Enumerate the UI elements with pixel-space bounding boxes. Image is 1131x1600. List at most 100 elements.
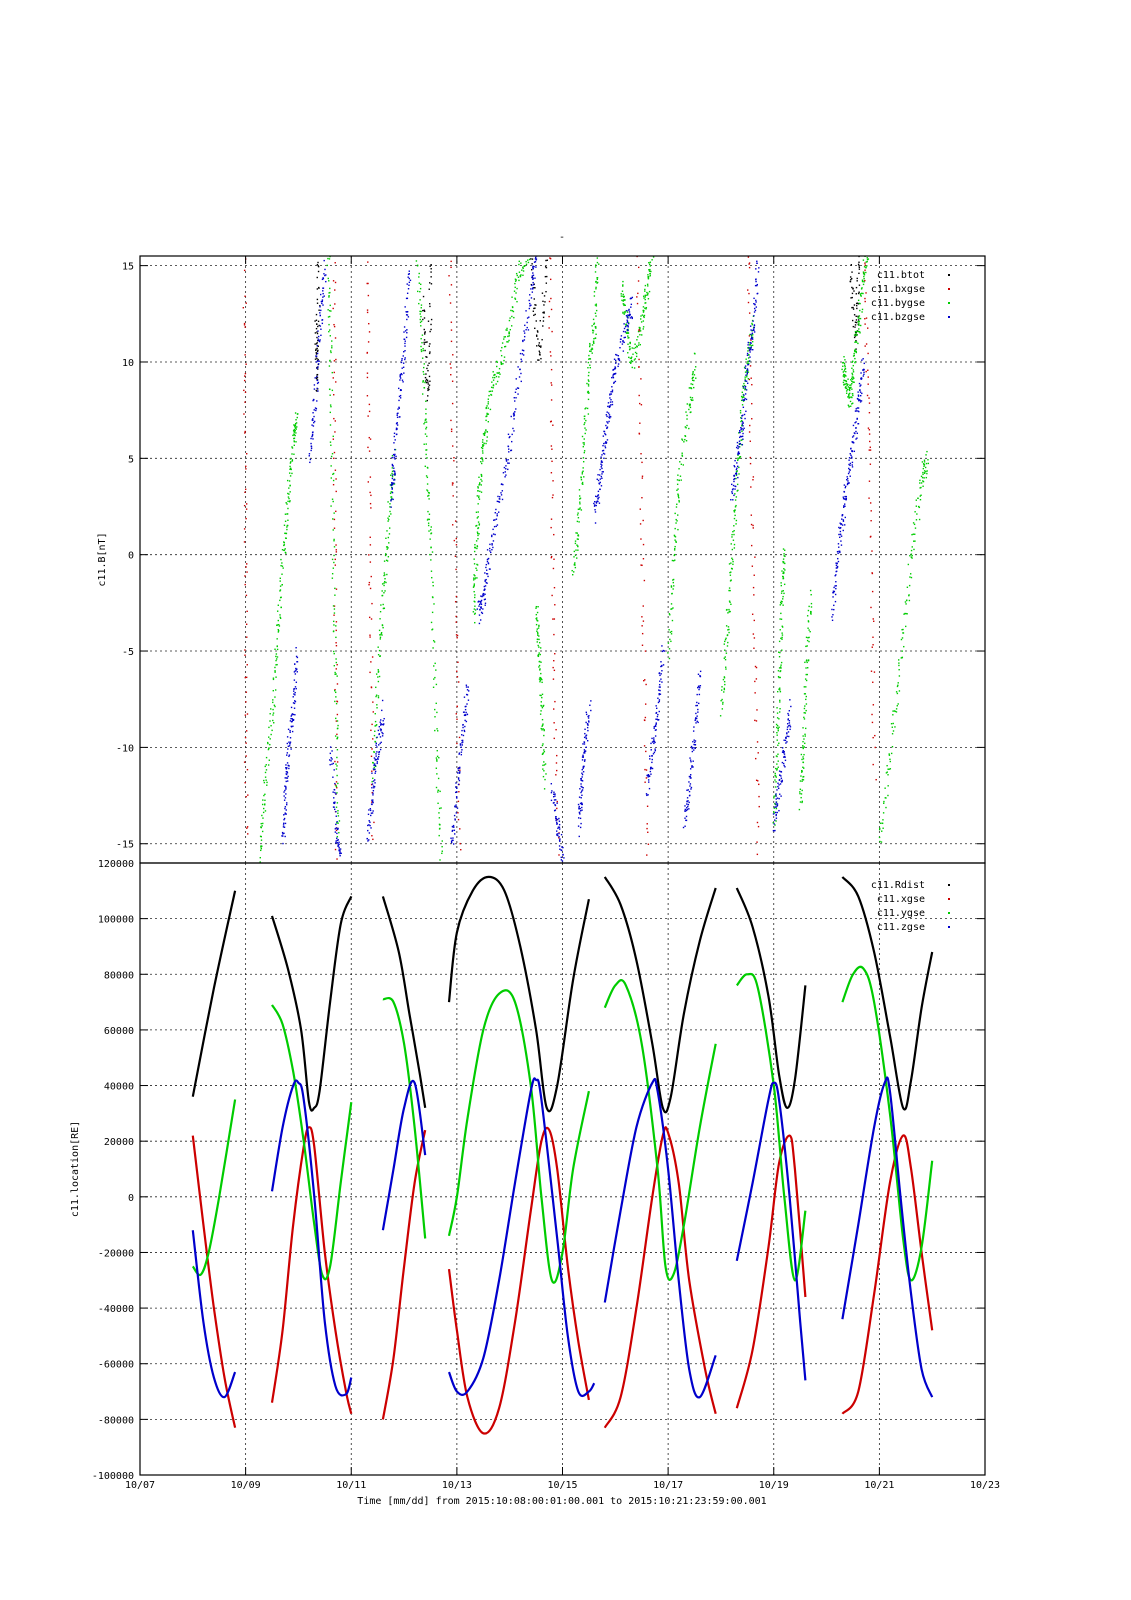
- data-point: [861, 359, 863, 361]
- data-point: [778, 667, 781, 669]
- data-point: [246, 571, 248, 573]
- data-point: [582, 470, 584, 472]
- data-point: [581, 776, 583, 778]
- data-point: [788, 720, 791, 722]
- data-point: [486, 431, 489, 433]
- data-point: [478, 498, 481, 500]
- data-point: [423, 309, 425, 311]
- data-point: [741, 444, 744, 446]
- data-point: [474, 596, 476, 599]
- data-point: [849, 469, 851, 471]
- data-point: [883, 802, 885, 804]
- data-point: [661, 681, 663, 683]
- data-point: [478, 603, 481, 606]
- data-point: [919, 487, 921, 489]
- data-point: [775, 795, 777, 797]
- data-point: [427, 369, 429, 372]
- data-point: [842, 365, 844, 367]
- data-point: [556, 800, 558, 803]
- data-point: [744, 387, 746, 389]
- data-point: [244, 488, 247, 490]
- data-point: [391, 456, 393, 459]
- data-point: [686, 414, 688, 417]
- data-point: [884, 797, 886, 799]
- data-point: [915, 499, 918, 501]
- legend-marker: [948, 274, 950, 276]
- data-point: [456, 772, 459, 774]
- data-point: [887, 794, 889, 797]
- data-point: [644, 307, 646, 309]
- data-point: [782, 561, 785, 564]
- data-point: [449, 302, 452, 304]
- data-point: [750, 329, 752, 331]
- data-point: [553, 633, 555, 636]
- data-point: [923, 465, 925, 467]
- data-point: [285, 809, 287, 811]
- data-point: [387, 536, 390, 539]
- data-point: [293, 444, 295, 447]
- data-point: [434, 708, 436, 711]
- data-point: [736, 490, 738, 492]
- data-point: [293, 671, 296, 673]
- data-point: [587, 374, 590, 377]
- data-point: [576, 520, 579, 523]
- data-point: [864, 345, 866, 347]
- data-point: [559, 840, 561, 842]
- data-point: [753, 594, 755, 596]
- data-point: [775, 793, 777, 795]
- data-point: [577, 538, 579, 540]
- data-point: [870, 519, 872, 522]
- data-point: [524, 324, 526, 327]
- data-point: [334, 791, 336, 794]
- data-point: [845, 387, 847, 389]
- data-point: [535, 266, 537, 268]
- data-point: [454, 555, 457, 557]
- data-point: [580, 779, 582, 781]
- data-point: [612, 376, 615, 379]
- data-point: [371, 812, 374, 814]
- data-point: [800, 793, 803, 795]
- data-point: [333, 561, 335, 564]
- data-point: [782, 756, 785, 758]
- data-point: [333, 538, 335, 541]
- data-point: [839, 551, 841, 554]
- data-point: [420, 310, 422, 313]
- data-point: [881, 830, 883, 832]
- data-point: [670, 585, 673, 587]
- data-point: [865, 267, 867, 269]
- data-point: [805, 667, 807, 669]
- data-point: [643, 314, 646, 317]
- data-point: [311, 435, 313, 438]
- data-point: [744, 397, 746, 400]
- data-point: [406, 329, 408, 331]
- data-point: [290, 706, 293, 709]
- data-point: [319, 312, 321, 314]
- data-point: [601, 477, 603, 479]
- data-point: [684, 426, 687, 428]
- data-point: [473, 608, 476, 610]
- data-point: [289, 465, 291, 468]
- data-point: [423, 310, 426, 312]
- data-point: [581, 481, 584, 484]
- data-point: [754, 665, 757, 668]
- data-point: [452, 837, 454, 839]
- data-point: [384, 554, 387, 557]
- data-point: [430, 559, 432, 561]
- y-tick-label: -60000: [98, 1360, 134, 1371]
- data-point: [692, 370, 694, 373]
- data-point: [852, 371, 855, 373]
- data-point: [858, 266, 861, 269]
- data-point: [885, 772, 888, 774]
- data-point: [778, 784, 780, 786]
- data-point: [678, 468, 680, 470]
- data-point: [484, 602, 487, 604]
- data-point: [735, 485, 737, 488]
- data-point: [855, 351, 858, 354]
- series-line: [270, 1126, 353, 1415]
- data-point: [477, 490, 479, 492]
- data-point: [424, 433, 427, 435]
- data-point: [281, 549, 284, 551]
- data-point: [554, 804, 556, 806]
- data-point: [750, 339, 752, 341]
- data-point: [245, 730, 248, 732]
